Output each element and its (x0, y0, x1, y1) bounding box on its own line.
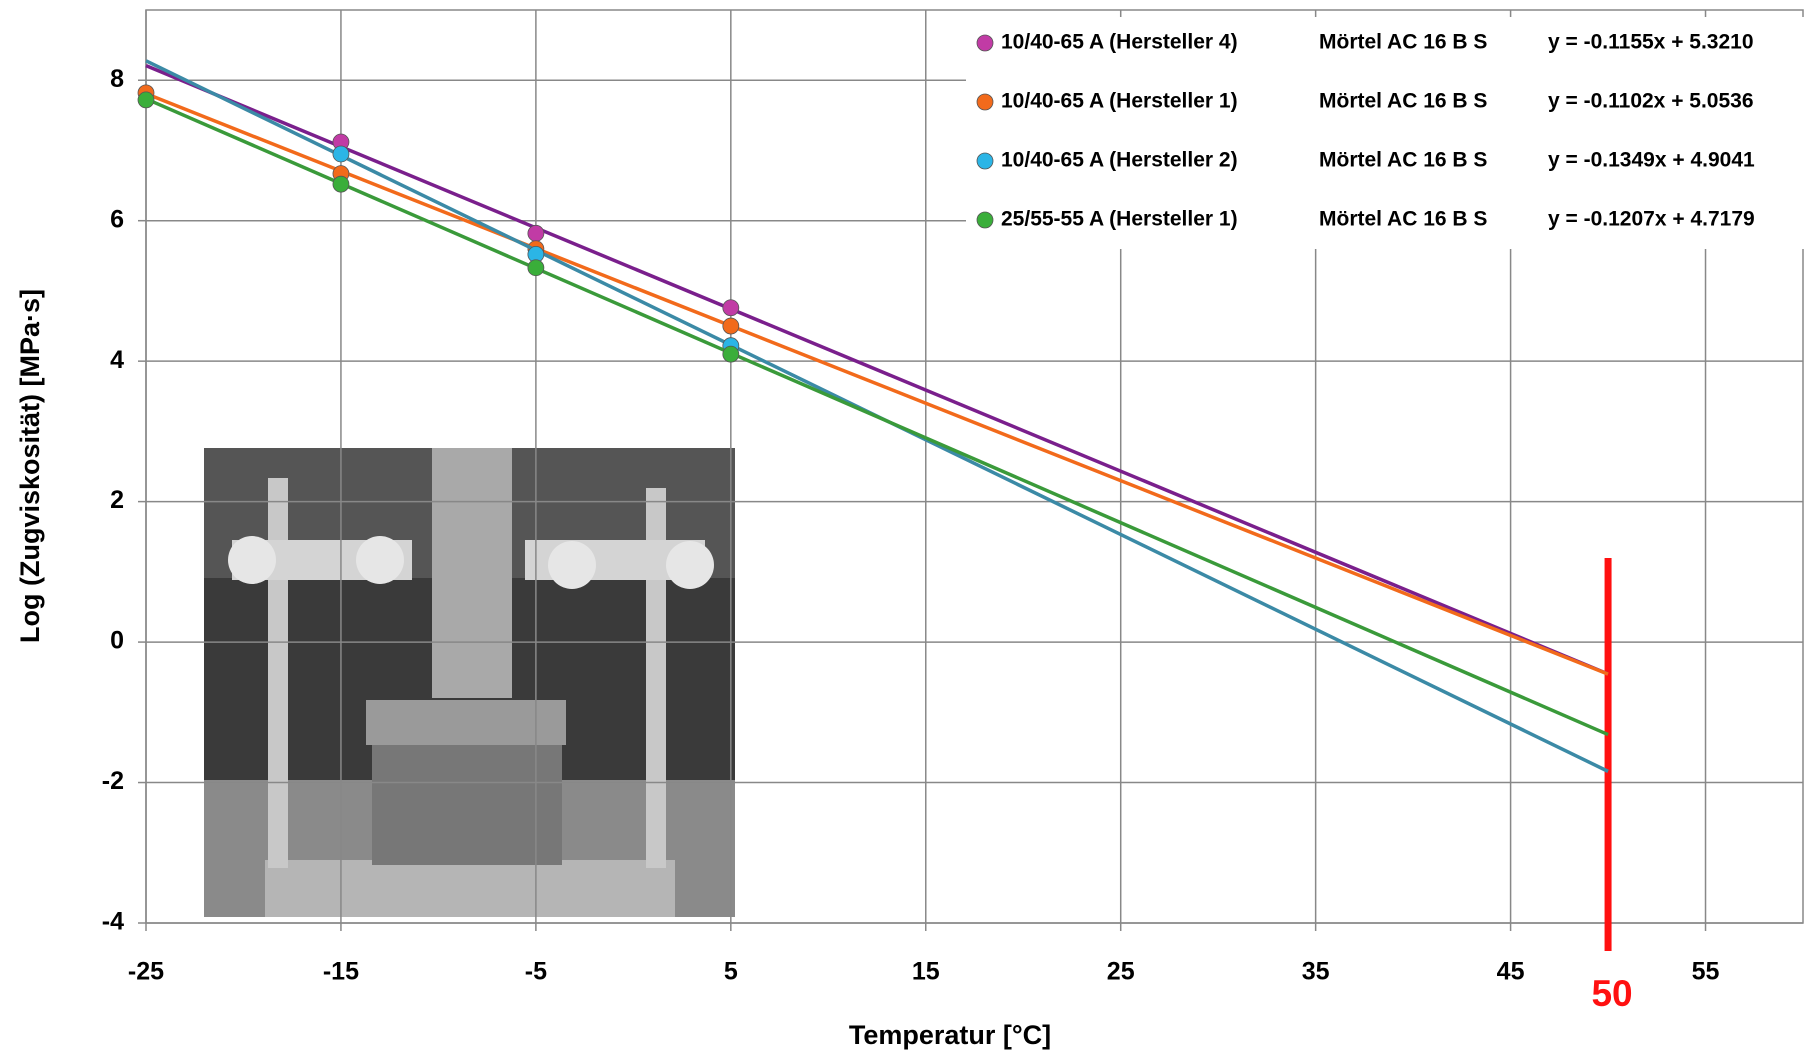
x-tick-label: 45 (1497, 958, 1525, 986)
y-tick-label: 6 (110, 205, 124, 233)
legend-label: 10/40-65 A (Hersteller 4) (1001, 31, 1238, 54)
plot-area: 50 (137, 59, 1633, 1014)
x-axis-title: Temperatur [°C] (849, 1020, 1051, 1050)
photo-knob (356, 536, 404, 584)
legend-label: 10/40-65 A (Hersteller 1) (1001, 90, 1238, 113)
photo-rod (268, 478, 288, 868)
legend-equation: y = -0.1349x + 4.9041 (1548, 149, 1755, 172)
y-tick-label: 2 (110, 486, 124, 514)
trend-line (145, 97, 1609, 737)
legend-equation: y = -0.1102x + 5.0536 (1548, 90, 1754, 113)
y-tick-label: 0 (110, 627, 124, 655)
data-point (332, 175, 350, 193)
photo-cap (366, 700, 566, 745)
x-tick-label: 15 (912, 958, 940, 986)
legend-box (966, 17, 1805, 249)
x-tick-label: -5 (525, 958, 547, 986)
legend-marker (976, 152, 994, 170)
y-tick-label: 4 (110, 346, 124, 374)
photo-piston (432, 448, 512, 698)
photo-knob (228, 536, 276, 584)
x-tick-label: -25 (128, 958, 164, 986)
marker-label: 50 (1591, 973, 1632, 1014)
data-point (527, 259, 545, 277)
photo-knob (666, 541, 714, 589)
legend-label: 10/40-65 A (Hersteller 2) (1001, 149, 1238, 172)
y-tick-label: -2 (102, 767, 124, 795)
x-tick-label: 5 (724, 958, 738, 986)
y-tick-label: -4 (102, 908, 124, 936)
legend-marker (976, 211, 994, 229)
photo-rod (646, 488, 666, 868)
legend-label: 25/55-55 A (Hersteller 1) (1001, 208, 1238, 231)
trend-line (145, 92, 1609, 676)
y-axis-title: Log (Zugviskosität) [MPa·s] (15, 289, 45, 643)
y-tick-label: 8 (110, 65, 124, 93)
data-point (137, 91, 155, 109)
data-point (722, 299, 740, 317)
legend-equation: y = -0.1207x + 4.7179 (1548, 208, 1755, 231)
legend-marker (976, 34, 994, 52)
legend-material: Mörtel AC 16 B S (1319, 208, 1487, 231)
data-point (722, 345, 740, 363)
legend-material: Mörtel AC 16 B S (1319, 31, 1487, 54)
data-point (722, 317, 740, 335)
x-tick-label: -15 (323, 958, 359, 986)
data-point (527, 224, 545, 242)
legend-marker (976, 93, 994, 111)
photo-knob (548, 541, 596, 589)
x-tick-label: 25 (1107, 958, 1135, 986)
legend-material: Mörtel AC 16 B S (1319, 90, 1487, 113)
photo-plate (265, 860, 675, 917)
trend-line (145, 63, 1609, 676)
legend-material: Mörtel AC 16 B S (1319, 149, 1487, 172)
x-tick-label: 35 (1302, 958, 1330, 986)
data-point (332, 145, 350, 163)
legend-equation: y = -0.1155x + 5.3210 (1548, 31, 1754, 54)
legend: 10/40-65 A (Hersteller 4) Mörtel AC 16 B … (966, 17, 1805, 249)
x-tick-label: 55 (1692, 958, 1720, 986)
photo-specimen (372, 745, 562, 865)
photo (204, 448, 735, 917)
